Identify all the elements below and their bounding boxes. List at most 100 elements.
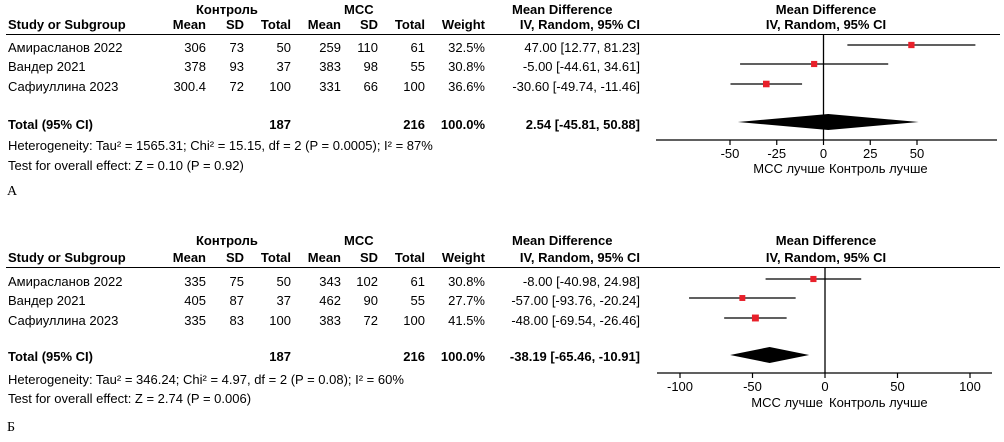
- x-tick-label: 25: [863, 146, 877, 161]
- cell-sd-2: 90: [363, 293, 378, 308]
- effect-marker: [811, 60, 818, 68]
- col-sd-1: SD: [225, 250, 244, 265]
- col-total-1: Total: [260, 250, 291, 265]
- cell-sd-1: 93: [229, 59, 244, 74]
- forest-panel-a: Контроль MCC Mean Difference Mean Differ…: [6, 2, 1000, 199]
- cell-ci: -48.00 [-69.54, -26.46]: [511, 313, 640, 328]
- header-rule: [6, 267, 1000, 268]
- total-weight: 100.0%: [440, 117, 485, 132]
- cell-weight: 36.6%: [448, 79, 485, 94]
- x-tick-label: 0: [820, 146, 827, 161]
- cell-ci: -57.00 [-93.76, -20.24]: [511, 293, 640, 308]
- col-total-2: Total: [394, 17, 425, 32]
- col-total-2: Total: [394, 250, 425, 265]
- cell-sd-1: 75: [229, 274, 244, 289]
- cell-mean-1: 378: [184, 59, 206, 74]
- cell-total-2: 100: [403, 79, 425, 94]
- cell-sd-2: 72: [363, 313, 378, 328]
- cell-sd-1: 83: [229, 313, 244, 328]
- panel-label: А: [7, 184, 18, 199]
- effect-marker: [739, 295, 746, 301]
- cell-sd-1: 73: [229, 40, 244, 55]
- cell-sd-2: 110: [357, 40, 378, 55]
- pooled-diamond: [730, 347, 810, 363]
- study-name: Сафиуллина 2023: [8, 79, 119, 94]
- plot-title: Mean Difference: [775, 233, 877, 248]
- favours-right-label: Контроль лучше: [829, 395, 928, 410]
- total-ci: -38.19 [-65.46, -10.91]: [509, 349, 640, 364]
- cell-total-1: 37: [276, 59, 291, 74]
- x-tick-label: 100: [959, 379, 981, 394]
- pooled-diamond: [737, 114, 919, 130]
- total-n2: 216: [403, 117, 425, 132]
- total-label: Total (95% CI): [8, 117, 93, 132]
- cell-mean-2: 259: [319, 40, 341, 55]
- effect-marker: [908, 41, 915, 49]
- cell-mean-2: 331: [319, 79, 341, 94]
- cell-ci: -30.60 [-49.74, -11.46]: [512, 79, 640, 94]
- cell-total-2: 61: [410, 40, 425, 55]
- effect-marker: [762, 80, 770, 88]
- panel-label: Б: [7, 420, 16, 435]
- cell-mean-2: 383: [319, 59, 341, 74]
- effect-marker: [751, 314, 759, 322]
- cell-total-1: 50: [276, 274, 291, 289]
- x-tick-label: -25: [767, 146, 786, 161]
- col-mean-1: Mean: [172, 250, 206, 265]
- group2-header: MCC: [344, 233, 374, 248]
- plot-title: Mean Difference: [775, 2, 877, 17]
- plot-subtitle: IV, Random, 95% CI: [765, 17, 887, 32]
- total-n1: 187: [269, 349, 291, 364]
- cell-total-2: 55: [410, 59, 425, 74]
- col-mean-1: Mean: [172, 17, 206, 32]
- cell-mean-2: 383: [319, 313, 341, 328]
- total-n1: 187: [269, 117, 291, 132]
- cell-total-1: 50: [276, 40, 291, 55]
- cell-sd-1: 72: [229, 79, 244, 94]
- cell-weight: 30.8%: [448, 59, 485, 74]
- md-header: Mean Difference: [512, 2, 613, 17]
- cell-total-2: 61: [410, 274, 425, 289]
- cell-weight: 27.7%: [448, 293, 485, 308]
- col-ci: IV, Random, 95% CI: [519, 250, 640, 265]
- col-study: Study or Subgroup: [8, 17, 126, 32]
- cell-total-1: 100: [269, 79, 291, 94]
- col-sd-2: SD: [359, 250, 378, 265]
- cell-sd-2: 102: [356, 274, 378, 289]
- cell-mean-1: 405: [184, 293, 206, 308]
- group1-header: Контроль: [196, 233, 258, 248]
- cell-ci: -8.00 [-40.98, 24.98]: [522, 274, 640, 289]
- md-header: Mean Difference: [512, 233, 613, 248]
- heterogeneity-text: Heterogeneity: Tau² = 346.24; Chi² = 4.9…: [8, 372, 404, 387]
- col-sd-1: SD: [225, 17, 244, 32]
- cell-sd-2: 66: [363, 79, 378, 94]
- study-name: Сафиуллина 2023: [8, 313, 119, 328]
- study-name: Вандер 2021: [8, 293, 86, 308]
- favours-left-label: MCC лучше: [751, 395, 823, 410]
- header-rule: [6, 34, 1000, 35]
- favours-left-label: MCC лучше: [753, 161, 825, 176]
- col-ci: IV, Random, 95% CI: [519, 17, 640, 32]
- cell-total-1: 37: [276, 293, 291, 308]
- cell-total-2: 100: [403, 313, 425, 328]
- cell-mean-1: 306: [184, 40, 206, 55]
- plot-subtitle: IV, Random, 95% CI: [765, 250, 887, 265]
- cell-weight: 30.8%: [448, 274, 485, 289]
- col-weight: Weight: [441, 17, 485, 32]
- x-tick-label: -50: [721, 146, 740, 161]
- col-total-1: Total: [260, 17, 291, 32]
- study-name: Амирасланов 2022: [8, 40, 123, 55]
- group2-header: MCC: [344, 2, 374, 17]
- cell-total-1: 100: [269, 313, 291, 328]
- forest-panel-b: Контроль MCC Mean Difference Mean Differ…: [0, 221, 1004, 442]
- x-tick-label: 0: [821, 379, 828, 394]
- total-label: Total (95% CI): [8, 349, 93, 364]
- cell-total-2: 55: [410, 293, 425, 308]
- overall-effect-text: Test for overall effect: Z = 0.10 (P = 0…: [8, 158, 244, 173]
- heterogeneity-text: Heterogeneity: Tau² = 1565.31; Chi² = 15…: [8, 138, 433, 153]
- x-tick-label: -100: [667, 379, 693, 394]
- favours-right-label: Контроль лучше: [829, 161, 928, 176]
- cell-mean-1: 335: [184, 274, 206, 289]
- cell-weight: 32.5%: [448, 40, 485, 55]
- cell-ci: -5.00 [-44.61, 34.61]: [522, 59, 640, 74]
